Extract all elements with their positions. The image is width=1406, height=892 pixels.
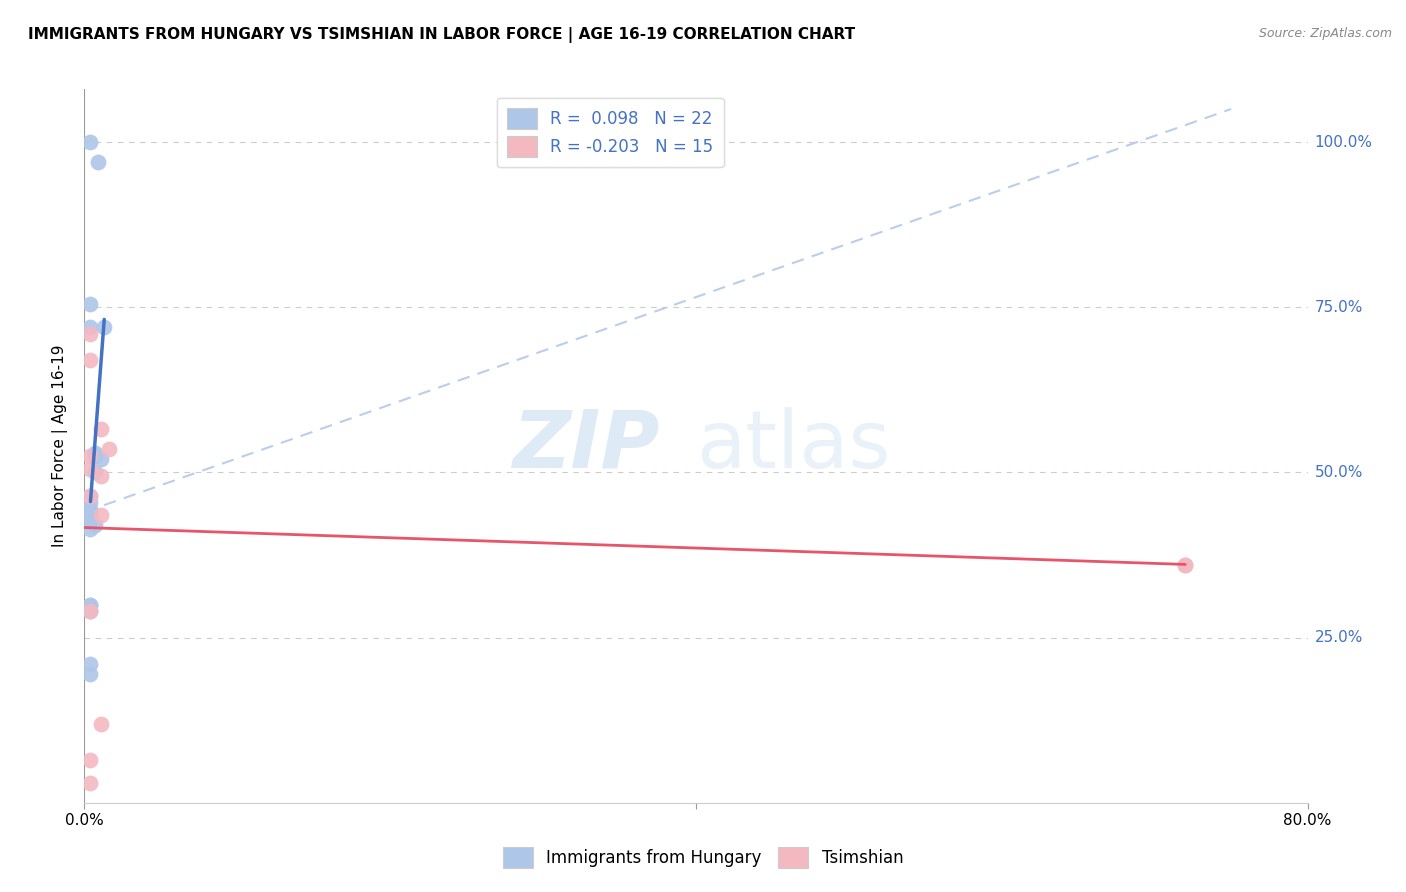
Point (90, 508, 112, 523)
Point (79, 462, 101, 476)
Point (79, 657, 101, 671)
Point (79, 753, 101, 767)
Text: 25.0%: 25.0% (1315, 630, 1362, 645)
Legend: Immigrants from Hungary, Tsimshian: Immigrants from Hungary, Tsimshian (496, 840, 910, 875)
Point (79, 604, 101, 618)
Point (79, 522, 101, 536)
Point (97, 442, 120, 457)
Text: atlas: atlas (696, 407, 890, 485)
Point (79, 667, 101, 681)
Point (79, 598, 101, 612)
Point (84, 518, 107, 533)
Point (79, 776, 101, 790)
Text: IMMIGRANTS FROM HUNGARY VS TSIMSHIAN IN LABOR FORCE | AGE 16-19 CORRELATION CHAR: IMMIGRANTS FROM HUNGARY VS TSIMSHIAN IN … (28, 27, 855, 43)
Point (84, 466, 107, 480)
Point (1174, 558, 1197, 572)
Text: ZIP: ZIP (512, 407, 659, 485)
Point (79, 353, 101, 368)
Legend: R =  0.098   N = 22, R = -0.203   N = 15: R = 0.098 N = 22, R = -0.203 N = 15 (498, 97, 724, 167)
Point (79, 135, 101, 149)
Point (79, 505, 101, 519)
Point (87, 154, 110, 169)
Point (79, 297, 101, 311)
Point (1174, 558, 1197, 572)
Point (90, 452, 112, 467)
Point (90, 422, 112, 436)
Y-axis label: In Labor Force | Age 16-19: In Labor Force | Age 16-19 (52, 344, 69, 548)
Point (79, 489, 101, 503)
Text: Source: ZipAtlas.com: Source: ZipAtlas.com (1258, 27, 1392, 40)
Point (79, 489, 101, 503)
Point (84, 449, 107, 463)
Text: 50.0%: 50.0% (1315, 465, 1362, 480)
Point (79, 495, 101, 509)
Text: 75.0%: 75.0% (1315, 300, 1362, 315)
Point (79, 511, 101, 525)
Point (84, 445, 107, 459)
Point (79, 501, 101, 516)
Point (79, 604, 101, 618)
Point (79, 320, 101, 334)
Point (79, 508, 101, 523)
Text: 100.0%: 100.0% (1315, 135, 1372, 150)
Point (90, 468, 112, 483)
Point (93, 320, 115, 334)
Point (79, 326, 101, 341)
Point (79, 449, 101, 463)
Point (90, 716, 112, 731)
Point (79, 598, 101, 612)
